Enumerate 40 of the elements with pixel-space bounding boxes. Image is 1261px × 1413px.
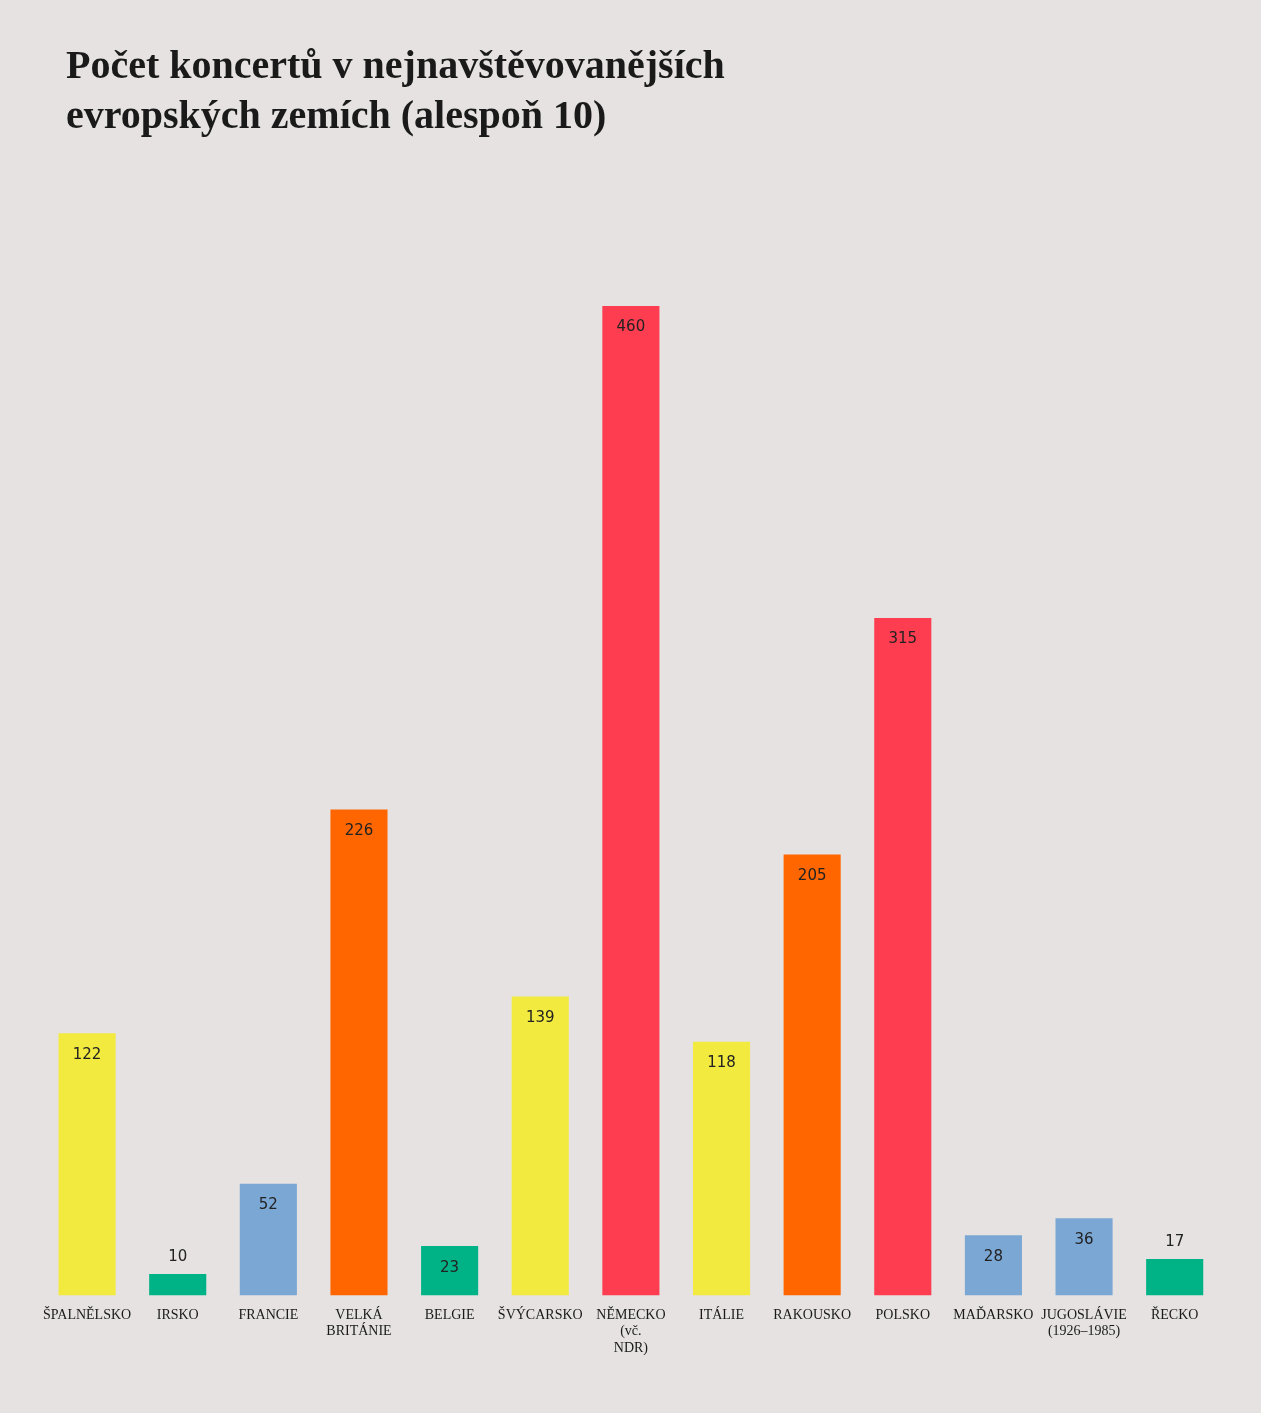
x-tick-label: JUGOSLÁVIE (1926–1985): [1041, 1305, 1127, 1340]
bar: [239, 1183, 297, 1296]
x-tick-label: IRSKO: [156, 1306, 199, 1322]
bar: [421, 1246, 479, 1296]
bar: [1146, 1259, 1204, 1296]
bar: [964, 1235, 1022, 1296]
bar: [58, 1033, 116, 1296]
x-tick-label: POLSKO: [875, 1306, 931, 1322]
x-tick-label: BELGIE: [424, 1306, 475, 1322]
chart-title: Počet koncertů v nejnavštěvovanějších evropských zemích (alespoň 10): [66, 41, 726, 139]
bar: [511, 996, 569, 1296]
bar: [602, 306, 660, 1296]
data-label: 122: [72, 1044, 102, 1063]
x-tick-label: ŠPALNĚLSKO: [43, 1305, 132, 1322]
data-label: 17: [1165, 1232, 1185, 1251]
x-tick-label: RAKOUSKO: [773, 1306, 852, 1322]
x-tick-label: NĚMECKO (vč. NDR): [596, 1305, 666, 1357]
data-label: 36: [1074, 1229, 1094, 1248]
data-label: 205: [797, 865, 827, 884]
bar: [692, 1041, 751, 1296]
data-label: 460: [616, 317, 646, 336]
bar: [149, 1274, 207, 1296]
data-label: 226: [344, 820, 374, 839]
bar: [330, 809, 388, 1296]
data-label: 10: [168, 1247, 188, 1266]
data-label: 28: [983, 1246, 1003, 1265]
x-tick-label: ITÁLIE: [698, 1305, 745, 1322]
x-tick-label: ŠVÝCARSKO: [497, 1305, 583, 1322]
data-label: 52: [258, 1195, 278, 1214]
data-label: 315: [888, 629, 918, 648]
bar: [783, 854, 841, 1296]
bar: [874, 617, 932, 1296]
x-tick-label: FRANCIE: [238, 1306, 299, 1322]
data-label: 23: [440, 1257, 460, 1276]
data-label: 139: [525, 1007, 555, 1026]
data-label: 118: [707, 1053, 736, 1072]
x-tick-label: VELKÁ BRITÁNIE: [326, 1305, 392, 1339]
bar: [1055, 1218, 1113, 1296]
x-tick-label: ŘECKO: [1150, 1305, 1199, 1322]
x-tick-label: MAĎARSKO: [953, 1305, 1034, 1322]
